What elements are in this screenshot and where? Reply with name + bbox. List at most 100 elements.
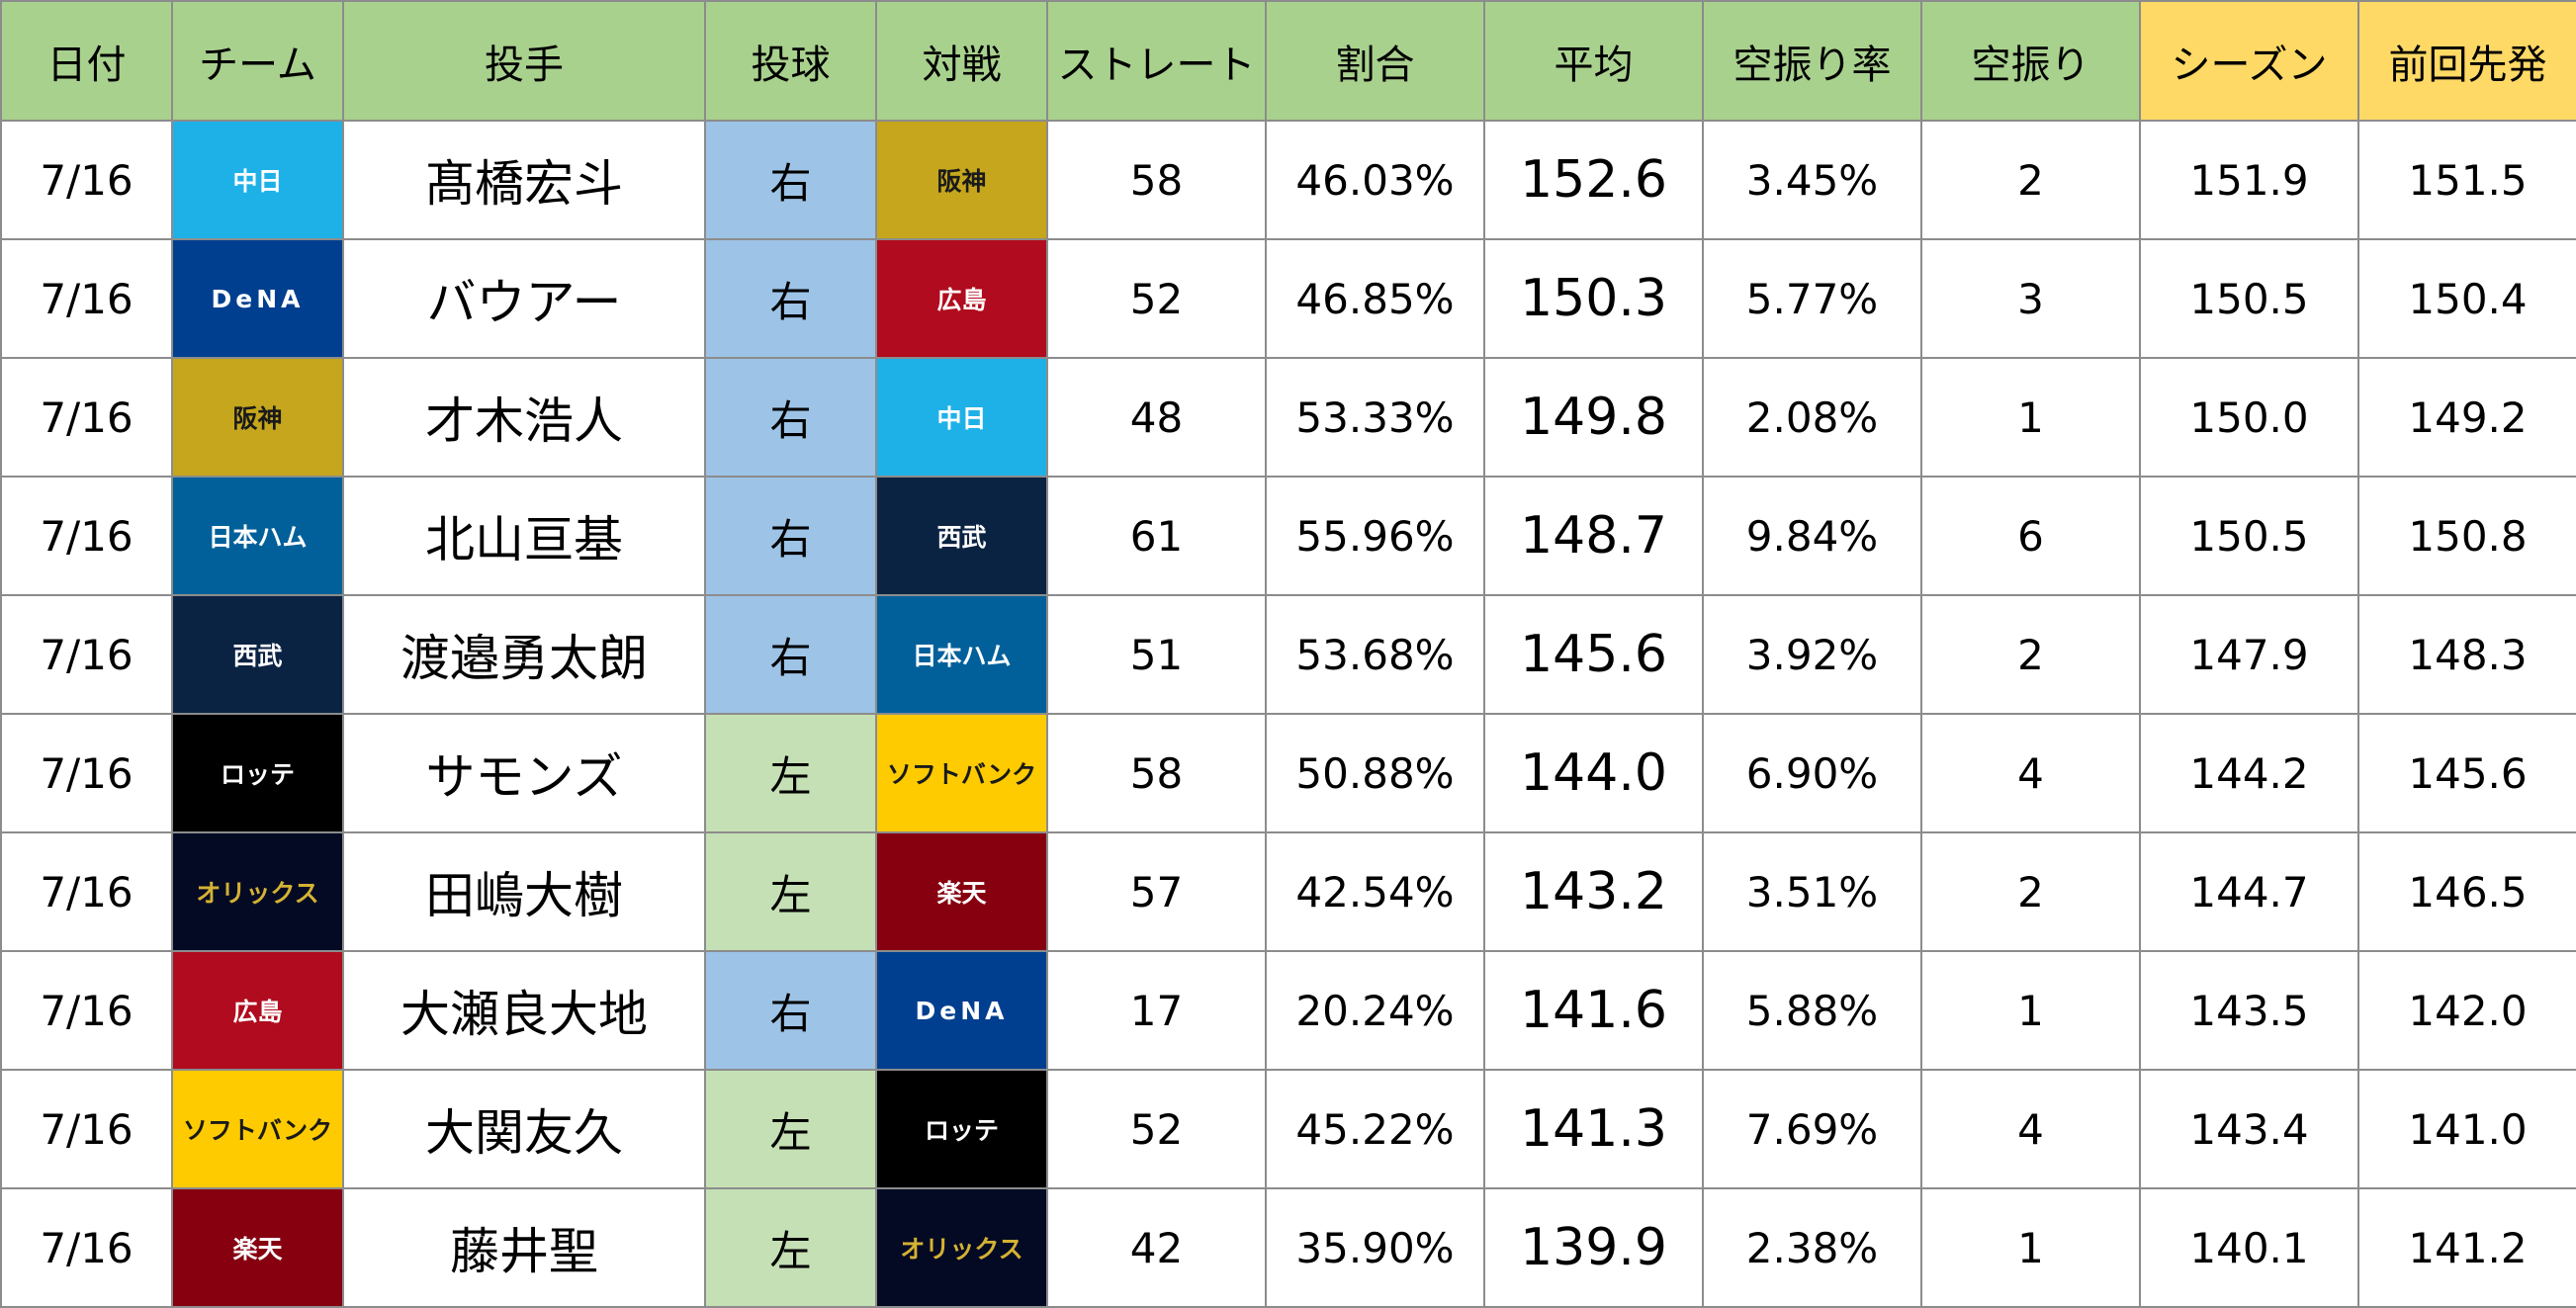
cell-date: 7/16 bbox=[0, 1187, 173, 1308]
cell-throwing-hand: 左 bbox=[704, 713, 877, 833]
cell-whiff-rate: 3.92% bbox=[1702, 594, 1922, 715]
cell-whiff-rate: 9.84% bbox=[1702, 476, 1922, 596]
cell-season-average: 151.9 bbox=[2139, 120, 2359, 240]
cell-straight-ratio: 46.03% bbox=[1265, 120, 1485, 240]
team-label: DeNA bbox=[211, 284, 305, 313]
cell-pitcher-name: サモンズ bbox=[342, 713, 706, 833]
team-label: 楽天 bbox=[936, 879, 987, 908]
cell-last-start-average: 149.2 bbox=[2357, 357, 2576, 478]
team-label: 広島 bbox=[936, 286, 987, 314]
cell-team-badge: ロッテ bbox=[171, 713, 344, 833]
cell-date: 7/16 bbox=[0, 120, 173, 240]
cell-whiffs: 2 bbox=[1920, 594, 2141, 715]
table-row: 7/16 オリックス 田嶋大樹左 楽天 57 42.54% 143.2 3.51% 2 144.7… bbox=[0, 831, 2576, 952]
table-row: 7/16 DeNA バウアー右 広島 52 46.85% 150.3 5.77% 3 150.5 1… bbox=[0, 238, 2576, 359]
cell-team-badge: 中日 bbox=[171, 120, 344, 240]
header-ratio: 割合 bbox=[1265, 0, 1485, 122]
header-last-start: 前回先発 bbox=[2357, 0, 2576, 122]
team-label: オリックス bbox=[900, 1235, 1023, 1264]
cell-pitcher-name: 藤井聖 bbox=[342, 1187, 706, 1308]
cell-season-average: 143.5 bbox=[2139, 950, 2359, 1071]
cell-last-start-average: 141.2 bbox=[2357, 1187, 2576, 1308]
team-label: 楽天 bbox=[232, 1235, 283, 1264]
cell-straight-count: 51 bbox=[1046, 594, 1267, 715]
cell-opponent-badge: 阪神 bbox=[875, 120, 1048, 240]
team-label: 中日 bbox=[936, 404, 987, 433]
cell-pitcher-name: 大瀬良大地 bbox=[342, 950, 706, 1071]
table-row: 7/16 楽天 藤井聖左オリックス 42 35.90% 139.9 2.38% 1 140.1 1… bbox=[0, 1187, 2576, 1308]
cell-straight-count: 42 bbox=[1046, 1187, 1267, 1308]
cell-average-velocity: 143.2 bbox=[1483, 831, 1704, 952]
header-straight: ストレート bbox=[1046, 0, 1267, 122]
cell-pitcher-name: バウアー bbox=[342, 238, 706, 359]
team-label: 広島 bbox=[232, 998, 283, 1026]
cell-straight-ratio: 45.22% bbox=[1265, 1069, 1485, 1189]
cell-team-badge: 阪神 bbox=[171, 357, 344, 478]
cell-whiff-rate: 5.77% bbox=[1702, 238, 1922, 359]
cell-whiff-rate: 7.69% bbox=[1702, 1069, 1922, 1189]
cell-season-average: 147.9 bbox=[2139, 594, 2359, 715]
cell-date: 7/16 bbox=[0, 357, 173, 478]
cell-whiffs: 1 bbox=[1920, 357, 2141, 478]
cell-straight-ratio: 20.24% bbox=[1265, 950, 1485, 1071]
cell-whiff-rate: 2.38% bbox=[1702, 1187, 1922, 1308]
cell-straight-count: 52 bbox=[1046, 1069, 1267, 1189]
cell-straight-count: 52 bbox=[1046, 238, 1267, 359]
cell-team-badge: 楽天 bbox=[171, 1187, 344, 1308]
cell-date: 7/16 bbox=[0, 831, 173, 952]
cell-average-velocity: 150.3 bbox=[1483, 238, 1704, 359]
header-date: 日付 bbox=[0, 0, 173, 122]
table-row: 7/16 広島 大瀬良大地右 DeNA 17 20.24% 141.6 5.88% 1 143.5… bbox=[0, 950, 2576, 1071]
cell-straight-count: 48 bbox=[1046, 357, 1267, 478]
cell-average-velocity: 148.7 bbox=[1483, 476, 1704, 596]
header-pitcher: 投手 bbox=[342, 0, 706, 122]
header-team: チーム bbox=[171, 0, 344, 122]
cell-whiffs: 4 bbox=[1920, 713, 2141, 833]
cell-whiff-rate: 3.45% bbox=[1702, 120, 1922, 240]
table-body: 7/16 中日 髙橋宏斗右阪神 58 46.03% 152.6 3.45% 2 151.9 151… bbox=[0, 120, 2576, 1308]
cell-whiff-rate: 2.08% bbox=[1702, 357, 1922, 478]
cell-season-average: 150.0 bbox=[2139, 357, 2359, 478]
cell-opponent-badge: 広島 bbox=[875, 238, 1048, 359]
cell-straight-count: 58 bbox=[1046, 713, 1267, 833]
team-label: 日本ハム bbox=[912, 642, 1012, 670]
team-label: 西武 bbox=[232, 642, 283, 670]
cell-straight-ratio: 46.85% bbox=[1265, 238, 1485, 359]
cell-last-start-average: 141.0 bbox=[2357, 1069, 2576, 1189]
cell-last-start-average: 150.4 bbox=[2357, 238, 2576, 359]
team-label: ロッテ bbox=[924, 1116, 999, 1145]
cell-average-velocity: 141.3 bbox=[1483, 1069, 1704, 1189]
team-label: ソフトバンク bbox=[886, 760, 1037, 789]
cell-pitcher-name: 渡邉勇太朗 bbox=[342, 594, 706, 715]
cell-last-start-average: 142.0 bbox=[2357, 950, 2576, 1071]
header-whiff-rate: 空振り率 bbox=[1702, 0, 1922, 122]
cell-season-average: 140.1 bbox=[2139, 1187, 2359, 1308]
cell-date: 7/16 bbox=[0, 476, 173, 596]
cell-whiff-rate: 5.88% bbox=[1702, 950, 1922, 1071]
cell-opponent-badge: 中日 bbox=[875, 357, 1048, 478]
team-label: ロッテ bbox=[220, 760, 295, 789]
header-season: シーズン bbox=[2139, 0, 2359, 122]
header-whiffs: 空振り bbox=[1920, 0, 2141, 122]
header-average: 平均 bbox=[1483, 0, 1704, 122]
cell-date: 7/16 bbox=[0, 713, 173, 833]
table-row: 7/16 日本ハム 北山亘基右 西武 61 55.96% 148.7 9.84% 6 150.5 1… bbox=[0, 476, 2576, 596]
cell-throwing-hand: 右 bbox=[704, 594, 877, 715]
cell-season-average: 143.4 bbox=[2139, 1069, 2359, 1189]
cell-pitcher-name: 北山亘基 bbox=[342, 476, 706, 596]
cell-throwing-hand: 左 bbox=[704, 1187, 877, 1308]
cell-season-average: 144.2 bbox=[2139, 713, 2359, 833]
cell-team-badge: 日本ハム bbox=[171, 476, 344, 596]
cell-straight-ratio: 53.33% bbox=[1265, 357, 1485, 478]
cell-average-velocity: 141.6 bbox=[1483, 950, 1704, 1071]
cell-straight-count: 61 bbox=[1046, 476, 1267, 596]
header-hand: 投球 bbox=[704, 0, 877, 122]
cell-straight-count: 57 bbox=[1046, 831, 1267, 952]
cell-team-badge: DeNA bbox=[171, 238, 344, 359]
cell-throwing-hand: 右 bbox=[704, 950, 877, 1071]
team-label: 阪神 bbox=[936, 167, 987, 196]
cell-opponent-badge: オリックス bbox=[875, 1187, 1048, 1308]
cell-whiffs: 1 bbox=[1920, 950, 2141, 1071]
team-label: ソフトバンク bbox=[182, 1116, 333, 1145]
